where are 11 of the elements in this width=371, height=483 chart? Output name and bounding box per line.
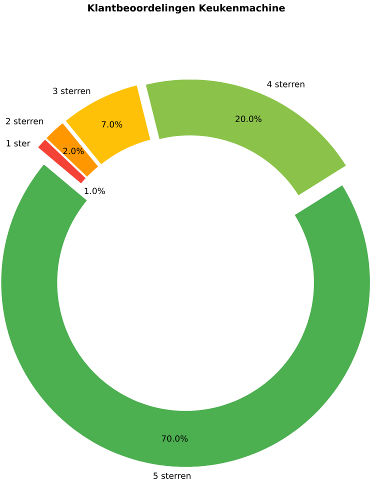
data-label: 70.0% <box>162 435 188 442</box>
data-label: 20.0% <box>236 116 262 122</box>
data-label: 2.0% <box>63 148 84 154</box>
data-label: 1.0% <box>84 188 105 194</box>
chart-title: Klantbeoordelingen Keukenmachine <box>88 4 285 14</box>
slice-label: 2 sterren <box>6 118 43 124</box>
slice-label: 4 sterren <box>267 81 304 88</box>
slice-label: 1 ster <box>6 140 30 146</box>
slice-label: 5 sterren <box>153 472 190 479</box>
slice-label: 3 sterren <box>53 88 90 94</box>
data-label: 7.0% <box>102 121 122 128</box>
